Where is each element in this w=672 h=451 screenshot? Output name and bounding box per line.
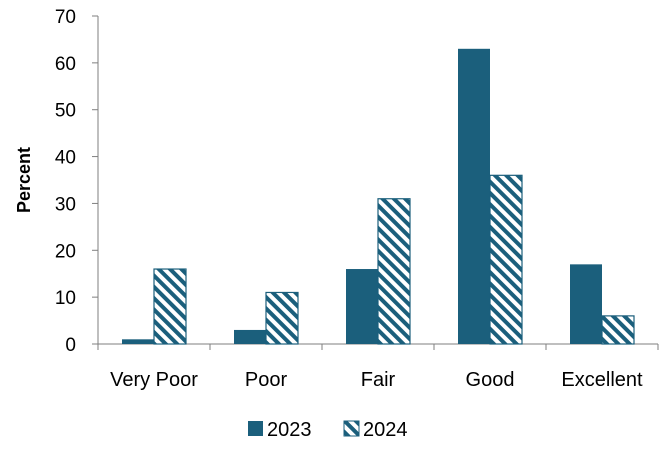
bar-2023-good [458,48,490,345]
bar-2024-very-poor [153,268,187,345]
bar-2024-fair [377,198,411,345]
y-tick-label: 20 [55,241,76,262]
x-category-label: Excellent [561,369,643,391]
bar-2023-excellent [570,264,602,344]
legend-label-2024: 2024 [363,419,408,441]
y-tick-label: 70 [55,7,76,28]
x-category-label: Fair [361,369,396,391]
bar-2023-poor [234,329,266,344]
bars [122,48,635,345]
x-category-label: Very Poor [110,369,198,391]
x-category-label: Poor [245,369,288,391]
legend-swatch-2024 [343,420,360,437]
y-tick-label: 10 [55,288,76,309]
bar-2024-excellent [601,315,635,345]
legend: 2023 2024 [248,419,408,441]
y-tick-label: 30 [55,194,76,215]
y-tick-label: 0 [65,335,76,356]
y-axis-title: Percent [14,147,34,213]
legend-label-2023: 2023 [267,419,312,441]
axis-labels: 0 10 20 30 40 50 60 70 Very Poor Poor Fair Good Exce… [14,7,643,391]
y-tick-label: 40 [55,148,76,169]
legend-swatch-2023 [248,421,263,436]
bar-2024-poor [265,291,299,345]
axes [92,15,659,350]
y-tick-label: 60 [55,54,76,75]
bar-2023-very-poor [122,339,154,344]
bar-2024-good [489,174,523,345]
bar-2023-fair [346,269,378,344]
x-category-label: Good [466,369,515,391]
y-tick-label: 50 [55,101,76,122]
